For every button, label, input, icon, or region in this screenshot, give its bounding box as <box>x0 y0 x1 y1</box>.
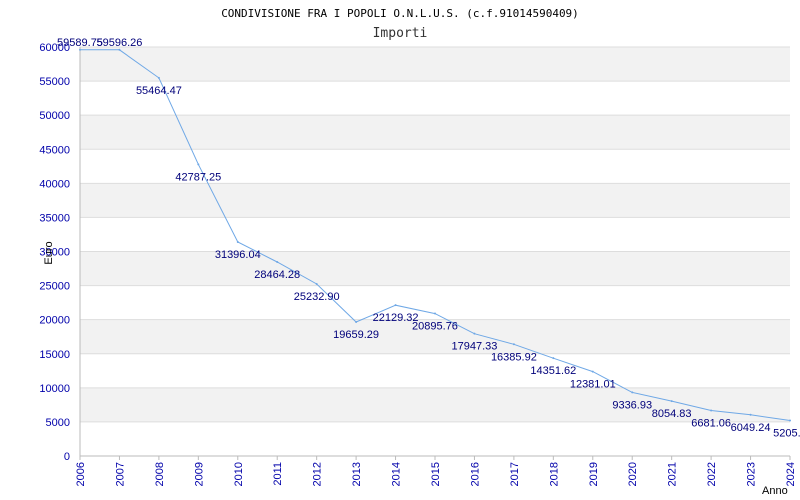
plot-band <box>80 353 790 388</box>
data-point <box>394 304 397 307</box>
chart-title: CONDIVISIONE FRA I POPOLI O.N.L.U.S. (c.… <box>221 7 579 20</box>
x-axis-ticks: 2006 2007 2008 2009 2010 2011 2012 2013 2014 2015… <box>75 456 797 486</box>
plot-band <box>80 319 790 354</box>
y-tick-label: 10000 <box>39 383 70 395</box>
data-point <box>197 163 200 166</box>
data-label: 59596.26 <box>96 37 142 49</box>
y-tick-label: 5000 <box>46 417 70 429</box>
chart-subtitle: Importi <box>373 26 428 41</box>
data-label: 16385.92 <box>491 351 537 363</box>
plot-band <box>80 115 790 150</box>
data-series <box>79 48 791 422</box>
y-tick-label: 45000 <box>39 144 70 156</box>
x-tick-label: 2006 <box>75 462 87 486</box>
x-tick-label: 2022 <box>706 462 718 486</box>
data-point <box>315 282 318 285</box>
data-label: 31396.04 <box>215 249 261 261</box>
plot-band <box>80 81 790 116</box>
x-tick-label: 2015 <box>430 462 442 486</box>
data-point <box>157 76 160 79</box>
y-tick-label: 25000 <box>39 281 70 293</box>
data-point <box>591 370 594 373</box>
data-point <box>473 332 476 335</box>
x-tick-label: 2019 <box>588 462 600 486</box>
data-label: 5205.3 <box>773 428 800 440</box>
x-tick-label: 2008 <box>154 462 166 486</box>
data-label: 59589.75 <box>57 37 103 49</box>
x-tick-label: 2013 <box>351 462 363 486</box>
x-tick-label: 2020 <box>627 462 639 486</box>
plot-band <box>80 217 790 252</box>
data-label: 55464.47 <box>136 85 182 97</box>
data-label: 6681.06 <box>691 417 731 429</box>
plot-band <box>80 251 790 286</box>
data-point <box>710 409 713 412</box>
data-label: 9336.93 <box>612 399 652 411</box>
x-tick-label: 2007 <box>114 462 126 486</box>
data-label: 22129.32 <box>373 312 419 324</box>
data-point <box>355 320 358 323</box>
data-label: 20895.76 <box>412 321 458 333</box>
plot-band <box>80 387 790 422</box>
plot-band <box>80 47 790 82</box>
x-tick-label: 2018 <box>548 462 560 486</box>
y-axis-title: Euro <box>43 241 55 264</box>
x-tick-label: 2024 <box>785 462 797 486</box>
data-label: 25232.90 <box>294 291 340 303</box>
data-point <box>789 419 791 422</box>
x-tick-label: 2016 <box>469 462 481 486</box>
y-tick-label: 15000 <box>39 349 70 361</box>
x-tick-label: 2012 <box>312 462 324 486</box>
data-label: 28464.28 <box>254 269 300 281</box>
data-label: 12381.01 <box>570 379 616 391</box>
y-tick-label: 55000 <box>39 76 70 88</box>
data-point <box>276 260 279 263</box>
y-tick-label: 35000 <box>39 212 70 224</box>
y-tick-label: 0 <box>64 451 70 463</box>
data-point <box>236 240 239 243</box>
data-label: 8054.83 <box>652 408 692 420</box>
data-point <box>118 48 121 51</box>
data-label: 6049.24 <box>731 422 771 434</box>
data-point <box>670 400 673 403</box>
y-tick-label: 60000 <box>39 42 70 54</box>
data-label: 14351.62 <box>530 365 576 377</box>
y-tick-label: 50000 <box>39 110 70 122</box>
y-tick-label: 30000 <box>39 247 70 259</box>
y-axis-ticks: 0 5000 10000 15000 20000 25000 30000 35000 40000… <box>39 42 70 463</box>
x-tick-label: 2011 <box>272 462 284 486</box>
data-point <box>749 413 752 416</box>
plot-band <box>80 421 790 456</box>
data-point <box>79 48 81 51</box>
data-label: 19659.29 <box>333 329 379 341</box>
y-tick-label: 20000 <box>39 315 70 327</box>
x-tick-label: 2021 <box>667 462 679 486</box>
data-label: 42787.25 <box>175 171 221 183</box>
data-point <box>512 343 515 346</box>
x-tick-label: 2009 <box>193 462 205 486</box>
x-axis-title: Anno <box>762 485 788 497</box>
data-point <box>434 312 436 315</box>
x-tick-label: 2017 <box>509 462 521 486</box>
data-point <box>631 391 634 394</box>
data-point <box>552 357 555 360</box>
x-tick-label: 2023 <box>746 462 758 486</box>
plot-band <box>80 183 790 218</box>
data-label: 17947.33 <box>451 341 497 353</box>
y-tick-label: 40000 <box>39 178 70 190</box>
plot-band <box>80 149 790 184</box>
x-tick-label: 2010 <box>233 462 245 486</box>
x-tick-label: 2014 <box>391 462 403 486</box>
